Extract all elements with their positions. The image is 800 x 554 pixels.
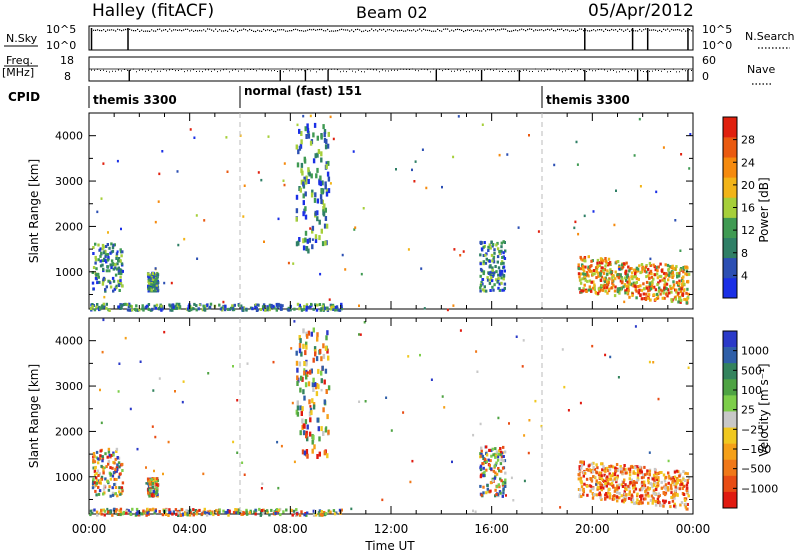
power-ylabel: Slant Range [km] <box>27 159 41 263</box>
range-tick-label: 2000 <box>55 220 83 233</box>
velocity-ylabel: Slant Range [km] <box>27 364 41 468</box>
time-tick-label: 08:00 <box>273 522 308 536</box>
velocity-colorbar: 1000 500 100 25 −25 −100 −500 −1000 <box>722 330 778 509</box>
nsky-strip <box>88 25 694 51</box>
power-colorbar-label: Power [dB] <box>757 177 771 242</box>
freq-tick-bottom: 8 <box>64 70 71 83</box>
range-tick-label: 1000 <box>55 266 83 279</box>
colorbar-tick-label: 24 <box>741 156 755 169</box>
range-tick-label: 4000 <box>55 335 83 348</box>
velocity-panel: 1000 2000 3000 4000 <box>55 317 694 517</box>
colorbar-tick-label: 20 <box>741 179 755 192</box>
freq-label: Freq. <box>6 54 33 67</box>
velocity-colorbar-label: Velocity [m s⁻¹] <box>757 363 771 456</box>
time-tick-label: 12:00 <box>374 522 409 536</box>
power-colorbar: 4 8 12 16 20 24 28 <box>722 116 755 299</box>
colorbar-tick-label: 4 <box>741 269 748 282</box>
colorbar-tick-label: 1000 <box>741 345 769 358</box>
colorbar-tick-label: 500 <box>741 364 762 377</box>
time-tick-label: 16:00 <box>474 522 509 536</box>
time-tick-label: 04:00 <box>172 522 207 536</box>
nsky-label: N.Sky <box>6 32 38 45</box>
colorbar-tick-label: 28 <box>741 134 755 147</box>
time-tick-label: 00:00 <box>72 522 107 536</box>
colorbar-tick-label: 8 <box>741 247 748 260</box>
colorbar-tick-label: −500 <box>741 463 771 476</box>
date-label: 05/Apr/2012 <box>588 1 694 21</box>
nsky-tick-bottom-left: 10^0 <box>46 39 76 52</box>
nsearch-label: N.Search <box>745 30 795 43</box>
beam-label: Beam 02 <box>356 3 428 22</box>
freq-strip <box>88 56 694 82</box>
nsky-tick-bottom-right: 10^0 <box>702 39 732 52</box>
freq-unit: [MHz] <box>2 66 34 79</box>
freq-tick-top: 18 <box>60 54 74 67</box>
colorbar-tick-label: −25 <box>741 423 764 436</box>
nave-label: Nave <box>747 63 775 76</box>
colorbar-tick-label: −100 <box>741 443 771 456</box>
cpid-label: CPID <box>8 90 40 104</box>
colorbar-tick-label: −1000 <box>741 482 778 495</box>
nsky-tick-top-right: 10^5 <box>702 23 732 36</box>
nave-tick-top: 60 <box>702 54 716 67</box>
colorbar-tick-label: 16 <box>741 202 755 215</box>
colorbar-tick-label: 100 <box>741 384 762 397</box>
cpid-segment-label: themis 3300 <box>93 93 177 107</box>
power-panel: 1000 2000 3000 4000 <box>55 112 694 312</box>
nsky-tick-top-left: 10^5 <box>46 23 76 36</box>
colorbar-tick-label: 12 <box>741 224 755 237</box>
range-tick-label: 3000 <box>55 380 83 393</box>
station-title: Halley (fitACF) <box>92 1 214 21</box>
range-tick-label: 4000 <box>55 130 83 143</box>
range-tick-label: 2000 <box>55 425 83 438</box>
time-tick-label: 20:00 <box>575 522 610 536</box>
cpid-segment-label: normal (fast) 151 <box>244 84 362 98</box>
cpid-segment-label: themis 3300 <box>546 93 630 107</box>
nave-tick-bottom: 0 <box>702 70 709 83</box>
cpid-row: themis 3300 normal (fast) 151 themis 3300 <box>88 84 630 108</box>
time-tick-label: 00:00 <box>676 522 711 536</box>
colorbar-tick-label: 25 <box>741 404 755 417</box>
time-axis-label: Time UT <box>364 539 415 553</box>
range-tick-label: 1000 <box>55 471 83 484</box>
range-tick-label: 3000 <box>55 175 83 188</box>
